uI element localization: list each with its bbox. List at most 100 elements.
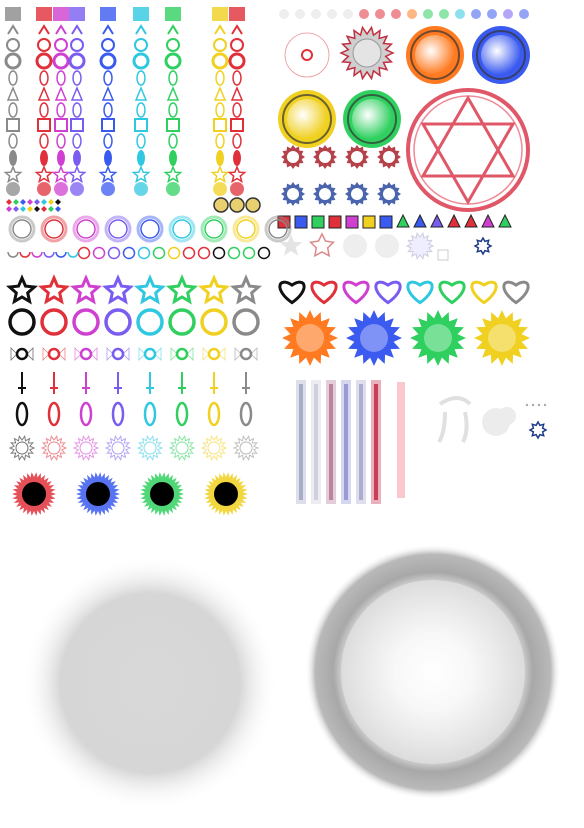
star-icon: [210, 164, 230, 184]
star-icon: [227, 164, 247, 184]
rune-circle-core-icon: [301, 49, 313, 61]
star-outline-icon: [102, 274, 134, 305]
arc-icon: [31, 251, 43, 258]
chevron-up-icon: [55, 24, 67, 35]
triangle-badge-icon: [396, 213, 410, 228]
ring-icon: [134, 38, 148, 52]
egg-icon: [175, 401, 189, 427]
capsule-icon: [103, 133, 113, 149]
arc-icon: [19, 251, 31, 258]
faint-cloud-icon: [498, 407, 516, 425]
kanji-box-icon: [54, 118, 68, 132]
vertical-banner-stripe: [374, 384, 378, 500]
seed-icon: [104, 150, 112, 166]
badge-icon: [328, 215, 342, 229]
seed-icon: [57, 150, 65, 166]
capsule-icon: [232, 70, 242, 86]
soft-ring-sprite: [268, 219, 288, 239]
dark-burst-core: [22, 482, 46, 506]
bow-ring-icon: [15, 347, 29, 361]
color-swatch-bar: [69, 7, 85, 21]
seed-icon: [40, 150, 48, 166]
soft-ring-sprite: [8, 215, 36, 243]
badge-icon: [311, 215, 325, 229]
capsule-icon: [168, 133, 178, 149]
snowflake-core-icon: [352, 38, 382, 68]
star-outline-icon: [198, 274, 230, 305]
gem-icon: [34, 206, 40, 212]
burst-core-icon: [143, 441, 157, 455]
dark-burst-core: [86, 482, 110, 506]
capsule-icon: [56, 102, 66, 118]
soft-ring-sprite: [104, 215, 132, 243]
capsule-icon: [56, 133, 66, 149]
small-ring-icon: [107, 246, 121, 260]
soft-ring-sprite: [12, 219, 32, 239]
splotch-ring-hole: [351, 151, 363, 163]
soft-ring-sprite: [168, 215, 196, 243]
triangle-icon: [213, 86, 227, 101]
orb-icon: [213, 182, 227, 196]
egg-icon: [79, 401, 93, 427]
ring-icon: [52, 52, 70, 70]
triangle-icon: [6, 86, 20, 101]
small-ring-icon: [242, 246, 256, 260]
arc-icon: [67, 251, 79, 258]
glow-dot-icon: [503, 9, 513, 19]
glowing-orb-ring: [282, 94, 332, 144]
tiny-dot-icon: [543, 403, 547, 407]
orb-icon: [230, 182, 244, 196]
bow-wing-icon: [138, 347, 162, 361]
soft-ring-sprite: [204, 219, 224, 239]
gem-icon: [41, 206, 47, 212]
glow-dot-icon: [455, 9, 465, 19]
snowflake-icon: [473, 236, 493, 256]
orb-icon: [54, 182, 68, 196]
star-icon: [163, 164, 183, 184]
orb-icon: [70, 182, 84, 196]
star-icon: [3, 164, 23, 184]
star-icon: [98, 164, 118, 184]
capsule-icon: [72, 70, 82, 86]
textured-orb-outer-ring: [305, 544, 561, 800]
vertical-banner-stripe: [299, 384, 303, 500]
arc-icon: [43, 251, 55, 258]
chevron-up-icon: [135, 24, 147, 35]
gem-icon: [48, 206, 54, 212]
burst-core-icon: [15, 441, 29, 455]
heart-outline-icon: [310, 280, 338, 305]
large-glow-sprites: [22, 544, 561, 811]
vertical-banner-stripe: [359, 384, 363, 500]
orb-icon: [101, 182, 115, 196]
hexagram-triangle-down: [420, 122, 516, 206]
capsule-icon: [39, 70, 49, 86]
glow-dot-icon: [311, 9, 321, 19]
bow-wing-icon: [106, 347, 130, 361]
leaf-icon: [309, 232, 335, 258]
thick-ring-icon: [104, 308, 132, 336]
burst-core-icon: [175, 441, 189, 455]
burst-icon: [232, 435, 260, 461]
textured-orb-inner: [341, 580, 525, 764]
coin-badge-icon: [213, 197, 229, 213]
bow-wing-icon: [74, 347, 98, 361]
paint-splat-highlight: [360, 324, 388, 352]
ring-icon: [164, 52, 182, 70]
glowing-orb-ring: [347, 94, 397, 144]
color-swatch-bar: [133, 7, 149, 21]
gem-icon: [13, 206, 19, 212]
paint-splat-sprite: [282, 310, 338, 366]
ring-icon: [35, 52, 53, 70]
color-swatch-bar: [36, 7, 52, 21]
seed-icon: [169, 150, 177, 166]
glowing-orb-ring: [476, 30, 526, 80]
hexagram-triangle-up: [420, 94, 516, 178]
soft-ring-sprite: [44, 219, 64, 239]
capsule-icon: [103, 70, 113, 86]
gem-icon: [6, 199, 12, 205]
egg-icon: [47, 401, 61, 427]
chevron-up-icon: [214, 24, 226, 35]
glowing-orb-shine: [287, 99, 327, 139]
ring-icon: [68, 52, 86, 70]
